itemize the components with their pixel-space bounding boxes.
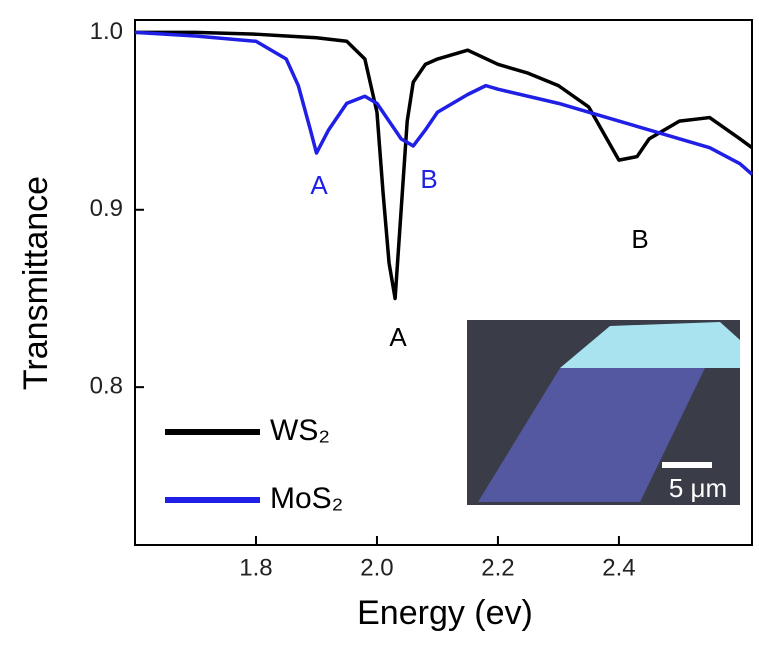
x-tick-label: 2.4	[602, 554, 635, 581]
x-axis-label: Energy (ev)	[357, 594, 533, 632]
x-tick-label: 2.2	[481, 554, 514, 581]
x-tick-label: 2.0	[360, 554, 393, 581]
y-tick-label: 1.0	[90, 18, 123, 45]
series-line	[134, 30, 754, 176]
scale-label: 5 μm	[669, 473, 727, 503]
annotation: B	[631, 224, 648, 254]
annotation: A	[310, 170, 328, 200]
legend-label: MoS₂	[270, 482, 343, 515]
annotation: B	[420, 164, 437, 194]
y-tick-label: 0.8	[90, 372, 123, 399]
y-tick-label: 0.9	[90, 195, 123, 222]
annotation: A	[389, 322, 407, 352]
series-line	[135, 30, 754, 301]
plot-frame	[134, 19, 753, 546]
x-tick-label: 1.8	[239, 554, 272, 581]
inset-image: 5 μm	[467, 320, 740, 505]
legend-label: WS₂	[270, 414, 330, 447]
y-axis-label: Transmittance	[17, 176, 55, 390]
inset-monolayer	[478, 368, 705, 502]
inset-thick-flake	[560, 322, 740, 368]
